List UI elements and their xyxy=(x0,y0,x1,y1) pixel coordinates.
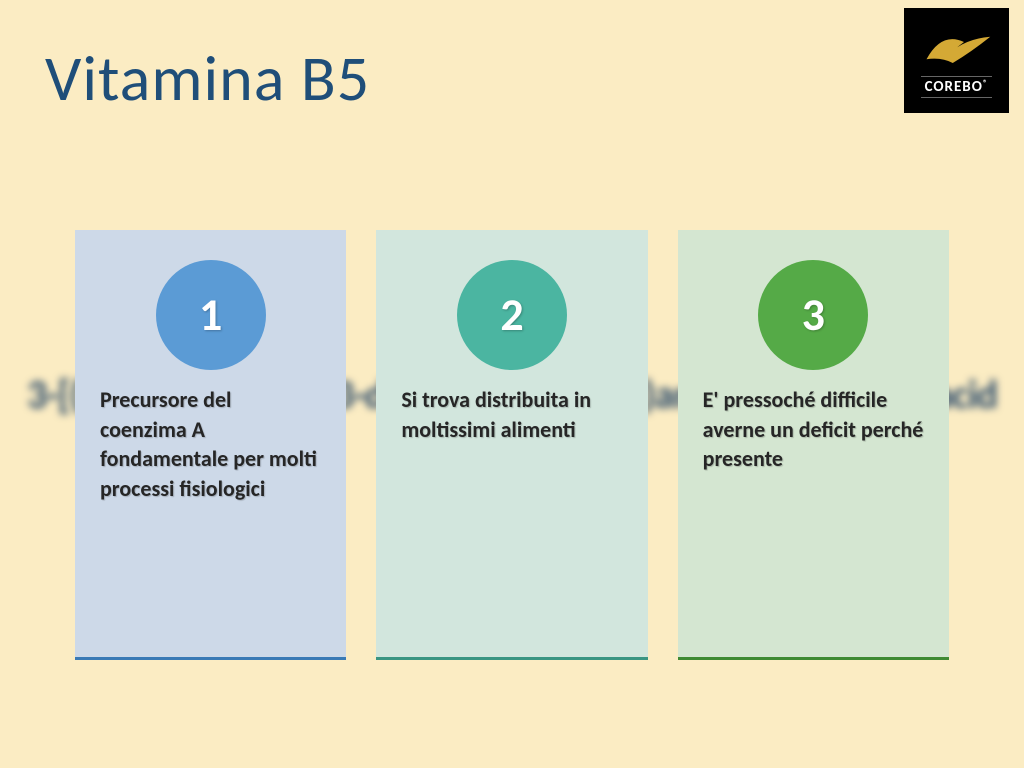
card-2-number-badge: 2 xyxy=(457,260,567,370)
card-3-text: E' pressoché difficile averne un deficit… xyxy=(703,385,924,474)
cards-row: 1 Precursore del coenzima A fondamentale… xyxy=(75,230,949,660)
card-2-underline xyxy=(376,657,647,660)
card-3: 3 E' pressoché difficile averne un defic… xyxy=(678,230,949,660)
card-2-text: Si trova distribuita in moltissimi alime… xyxy=(401,385,622,444)
logo-text: COREBO® xyxy=(921,76,993,98)
slide: Vitamina B5 COREBO® 3-[(2,4-dihydroxy-3,… xyxy=(0,0,1024,768)
card-1: 1 Precursore del coenzima A fondamentale… xyxy=(75,230,346,660)
slide-title: Vitamina B5 xyxy=(45,40,370,118)
logo-swoosh-icon xyxy=(919,24,994,72)
brand-logo: COREBO® xyxy=(904,8,1009,113)
card-1-number-badge: 1 xyxy=(156,260,266,370)
logo-name: COREBO xyxy=(925,78,983,96)
logo-reg: ® xyxy=(983,78,989,89)
card-3-number-badge: 3 xyxy=(758,260,868,370)
card-1-underline xyxy=(75,657,346,660)
card-3-underline xyxy=(678,657,949,660)
card-2: 2 Si trova distribuita in moltissimi ali… xyxy=(376,230,647,660)
card-1-text: Precursore del coenzima A fondamentale p… xyxy=(100,385,321,504)
